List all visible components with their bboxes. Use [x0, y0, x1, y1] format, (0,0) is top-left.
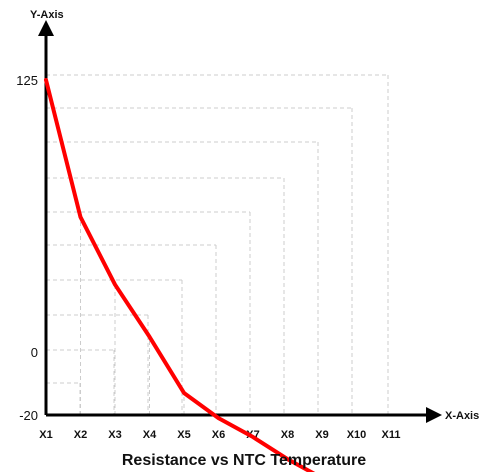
x-tick-label: X5	[177, 429, 190, 441]
series-line	[44, 78, 316, 472]
x-tick-label: X2	[74, 429, 87, 441]
x-tick-labels: X1 X2 X3 X4 X5 X6 X7 X8 X9 X10 X11	[39, 429, 400, 441]
x-axis-label: X-Axis	[445, 410, 479, 422]
x-tick-label: X3	[108, 429, 121, 441]
series	[44, 78, 316, 472]
y-tick-labels: 125 0 -20	[16, 73, 38, 423]
y-tick-label: 0	[31, 345, 38, 360]
x-axis-arrow	[426, 407, 442, 423]
x-tick-label: X11	[382, 429, 401, 441]
y-axis-label: Y-Axis	[30, 9, 64, 21]
x-tick-label: X8	[281, 429, 294, 441]
x-tick-label: X6	[212, 429, 225, 441]
y-axis-arrow	[38, 20, 54, 36]
x-tick-label: X1	[39, 429, 52, 441]
y-tick-label: -20	[19, 408, 38, 423]
grid	[46, 74, 389, 415]
x-tick-label: X4	[143, 429, 157, 441]
x-tick-label: X9	[315, 429, 328, 441]
chart-title: Resistance vs NTC Temperature	[122, 452, 366, 469]
y-tick-label: 125	[16, 73, 38, 88]
x-tick-label: X10	[347, 429, 367, 441]
